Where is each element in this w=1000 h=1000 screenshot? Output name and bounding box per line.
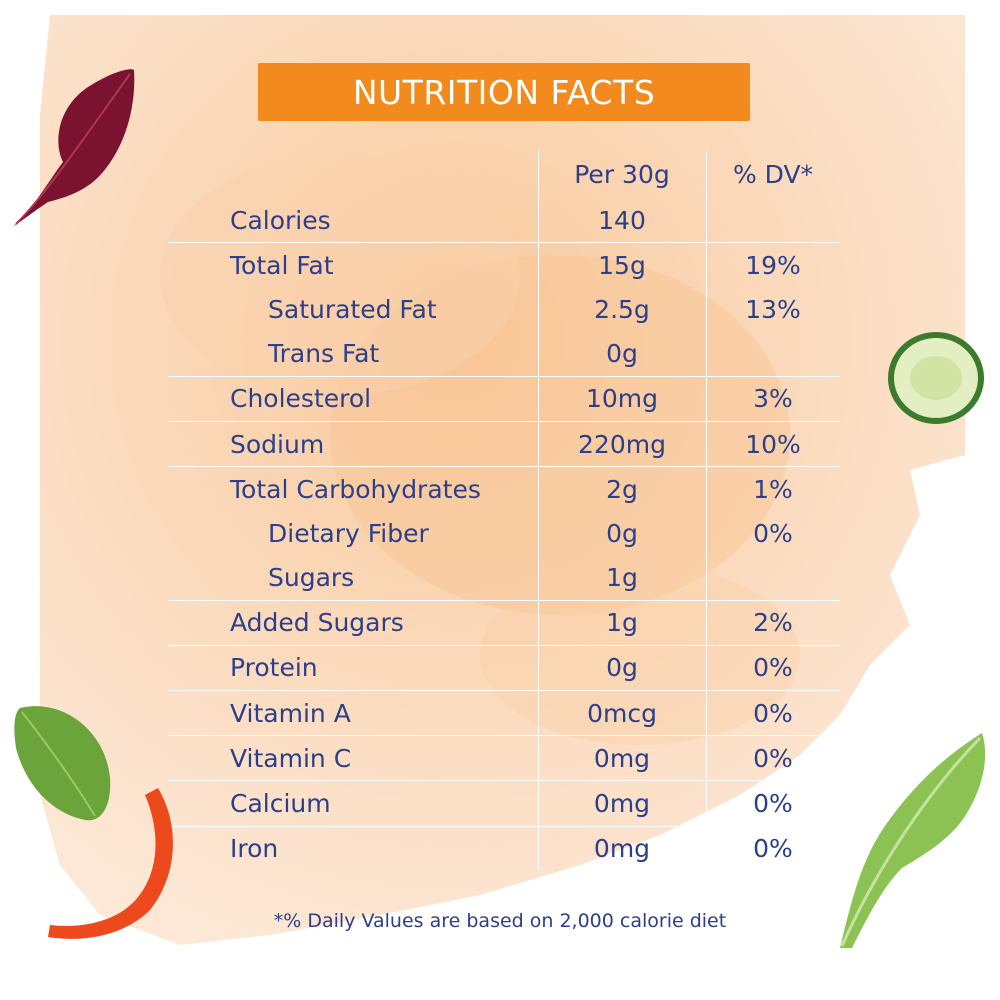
per-serving-value: 2.5g — [594, 294, 650, 324]
title-banner: NUTRITION FACTS — [258, 63, 750, 121]
table-row: Iron 0mg 0% — [168, 825, 840, 871]
per-serving-value: 0g — [606, 653, 638, 683]
table-row: Total Carbohydrates 2g 1% — [168, 466, 840, 511]
daily-value-percent: 19% — [745, 250, 801, 280]
daily-value-percent: 0% — [753, 743, 793, 773]
per-serving-value: 1g — [606, 608, 638, 638]
table-row: Saturated Fat 2.5g 13% — [168, 287, 840, 331]
daily-value-percent: 0% — [753, 653, 793, 683]
daily-value-percent: 1% — [753, 474, 793, 504]
table-row: Protein 0g 0% — [168, 644, 840, 690]
nutrient-label: Sugars — [268, 563, 355, 593]
nutrient-label: Saturated Fat — [268, 294, 437, 324]
per-serving-value: 15g — [598, 250, 646, 280]
nutrition-table: Per 30g % DV* Calories 140 Total Fat 15g 19%… — [168, 150, 840, 871]
table-row: Sugars 1g — [168, 556, 840, 600]
per-serving-value: 1g — [606, 563, 638, 593]
footnote: *% Daily Values are based on 2,000 calor… — [273, 910, 727, 932]
table-row: Trans Fat 0g — [168, 332, 840, 376]
nutrient-label: Total Fat — [230, 250, 334, 280]
table-row: Sodium 220mg 10% — [168, 420, 840, 466]
nutrient-label: Vitamin C — [230, 743, 352, 773]
watercolor-background — [40, 15, 965, 945]
per-serving-value: 0g — [606, 518, 638, 548]
per-serving-value: 0mg — [593, 743, 651, 773]
per-serving-value: 0mg — [593, 834, 651, 864]
lettuce-leaf-icon — [840, 733, 986, 948]
per-serving-value: 220mg — [578, 429, 666, 459]
nutrient-label: Vitamin A — [230, 698, 351, 728]
red-chard-leaf-icon — [13, 69, 135, 227]
per-serving-value: 0mcg — [587, 698, 657, 728]
nutrient-label: Trans Fat — [268, 339, 380, 369]
daily-value-percent: 0% — [753, 789, 793, 819]
table-row: Calcium 0mg 0% — [168, 780, 840, 825]
daily-value-percent: 0% — [753, 834, 793, 864]
table-row: Total Fat 15g 19% — [168, 242, 840, 287]
nutrient-label: Calories — [230, 205, 331, 235]
page-title: NUTRITION FACTS — [352, 72, 656, 112]
nutrient-label: Dietary Fiber — [268, 518, 429, 548]
nutrient-label: Sodium — [230, 429, 325, 459]
per-serving-value: 0g — [606, 339, 638, 369]
nutrient-label: Protein — [230, 653, 318, 683]
header-per-serving: Per 30g — [574, 159, 670, 189]
per-serving-value: 10mg — [585, 384, 659, 414]
daily-value-percent: 13% — [745, 294, 801, 324]
table-row: Dietary Fiber 0g 0% — [168, 511, 840, 555]
column-divider — [538, 150, 539, 871]
table-row: Calories 140 — [168, 198, 840, 242]
per-serving-value: 2g — [606, 474, 638, 504]
nutrient-label: Added Sugars — [230, 608, 404, 638]
daily-value-percent: 0% — [753, 698, 793, 728]
cucumber-slice-icon — [888, 332, 984, 424]
per-serving-value: 0mg — [593, 789, 651, 819]
red-pepper-strip-icon — [48, 788, 173, 939]
daily-value-percent: 0% — [753, 518, 793, 548]
table-row: Vitamin A 0mcg 0% — [168, 690, 840, 735]
nutrient-label: Iron — [230, 834, 279, 864]
nutrient-label: Cholesterol — [230, 384, 372, 414]
daily-value-percent: 2% — [753, 608, 793, 638]
nutrient-label: Total Carbohydrates — [230, 474, 481, 504]
basil-leaf-icon — [14, 706, 111, 821]
header-daily-value: % DV* — [732, 159, 814, 189]
column-divider — [706, 150, 707, 871]
per-serving-value: 140 — [598, 205, 646, 235]
table-row: Added Sugars 1g 2% — [168, 599, 840, 645]
table-body: Calories 140 Total Fat 15g 19% Saturated Fat 2… — [168, 198, 840, 871]
table-row: Cholesterol 10mg 3% — [168, 375, 840, 421]
daily-value-percent: 10% — [745, 429, 801, 459]
daily-value-percent: 3% — [753, 384, 793, 414]
nutrient-label: Calcium — [230, 789, 331, 819]
table-row: Vitamin C 0mg 0% — [168, 735, 840, 780]
table-header: Per 30g % DV* — [168, 150, 840, 198]
